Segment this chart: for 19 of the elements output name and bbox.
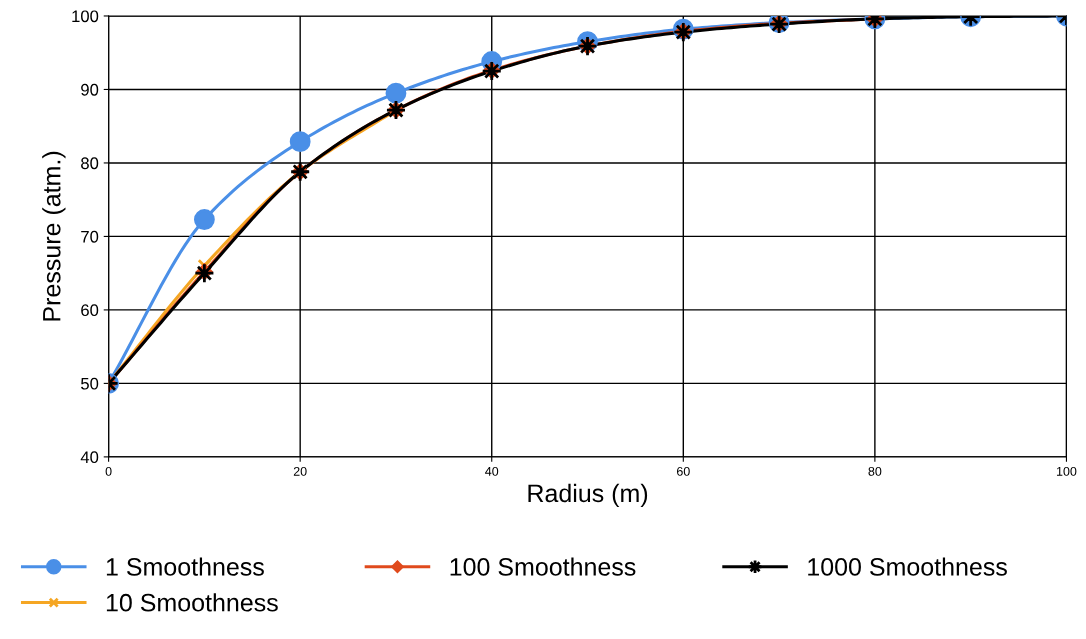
y-axis-title: Pressure (atm.)	[42, 151, 66, 321]
y-tick-label: 80	[81, 157, 99, 170]
y-tick-label: 100	[72, 10, 99, 23]
x-tick-label: 100	[1056, 466, 1077, 476]
y-tick-label: 50	[81, 377, 99, 390]
legend-label: 10 Smoothness	[106, 593, 278, 612]
y-tick-label: 40	[80, 451, 99, 464]
legend-label: 1 Smoothness	[106, 557, 264, 576]
legend-label: 1000 Smoothness	[808, 557, 1007, 576]
y-tick-label: 60	[81, 304, 99, 317]
legend-label: 100 Smoothness	[450, 557, 636, 576]
x-axis-title: Radius (m)	[528, 483, 648, 508]
x-tick-label: 20	[293, 466, 307, 476]
x-tick-label: 80	[868, 466, 882, 476]
x-tick-label: 60	[676, 466, 690, 476]
y-tick-label: 70	[81, 230, 99, 243]
x-tick-label: 40	[485, 466, 499, 476]
x-tick-label: 0	[105, 466, 112, 476]
y-tick-label: 90	[81, 83, 99, 96]
